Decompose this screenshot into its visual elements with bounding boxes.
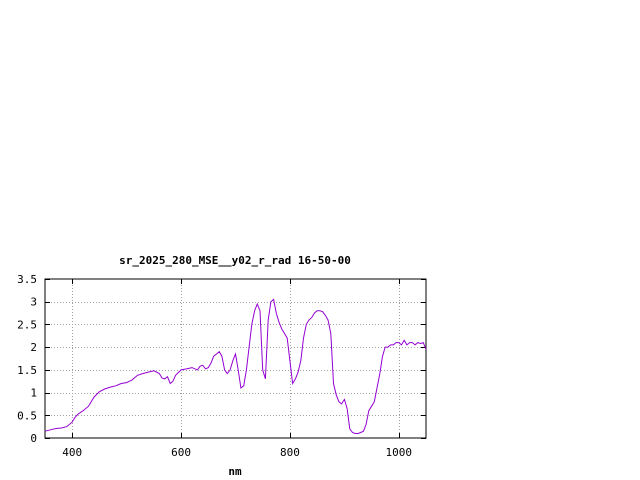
chart-title: sr_2025_280_MSE__y02_r_rad 16-50-00 [119, 254, 351, 267]
x-tick-labels: 400 600 800 1000 [62, 446, 412, 459]
y-tick-labels: 0 0.5 1 1.5 2 2.5 3 3.5 [17, 273, 37, 445]
y-tick-label: 3 [30, 296, 37, 309]
x-tick-label: 400 [62, 446, 82, 459]
x-tick-label: 800 [280, 446, 300, 459]
y-tick-label: 0.5 [17, 409, 37, 422]
spectrum-line [44, 298, 427, 434]
x-tick-label: 600 [171, 446, 191, 459]
x-tick-label: 1000 [386, 446, 413, 459]
y-tick-label: 1 [30, 387, 37, 400]
x-axis-label: nm [228, 465, 242, 478]
y-tick-label: 1.5 [17, 364, 37, 377]
plot-area-frame [44, 278, 427, 439]
y-tick-label: 2 [30, 341, 37, 354]
y-tick-label: 2.5 [17, 318, 37, 331]
grid-lines [45, 279, 426, 438]
y-tick-label: 0 [30, 432, 37, 445]
y-tick-label: 3.5 [17, 273, 37, 286]
